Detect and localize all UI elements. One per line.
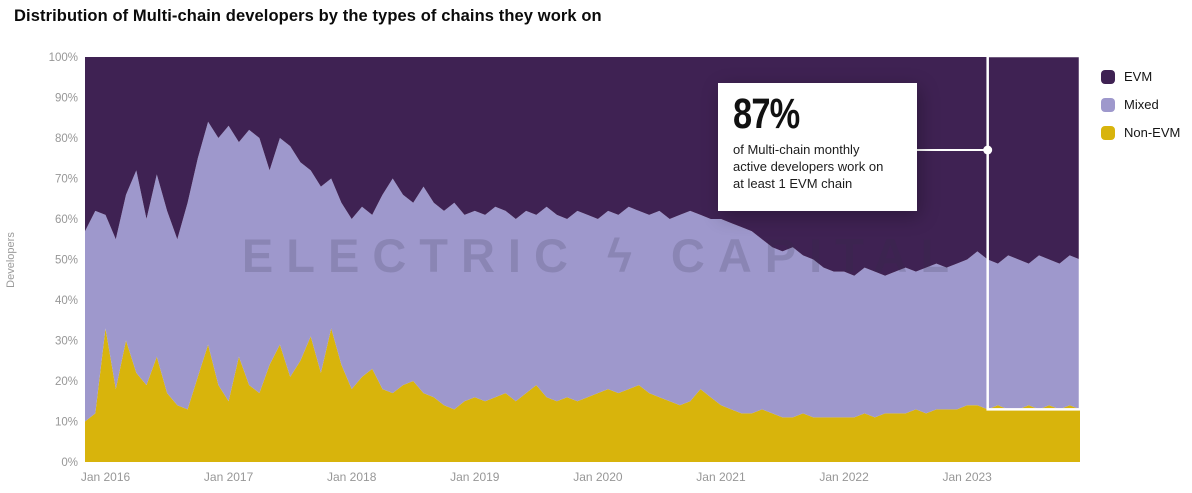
y-tick-label: 80% [55, 133, 78, 145]
y-tick-label: 60% [55, 214, 78, 226]
x-tick-label: Jan 2019 [450, 470, 500, 484]
x-tick-label: Jan 2023 [942, 470, 992, 484]
watermark: ELECTRIC ϟ CAPITAL [242, 229, 962, 282]
y-tick-label: 30% [55, 336, 78, 348]
legend-label: Mixed [1124, 97, 1159, 112]
highlight-rect [986, 54, 1082, 411]
x-tick-label: Jan 2018 [327, 470, 377, 484]
legend-item-evm[interactable]: EVM [1101, 69, 1180, 84]
highlight-group [905, 54, 1082, 411]
legend-item-non-evm[interactable]: Non-EVM [1101, 125, 1180, 140]
mixed-color-swatch [1101, 97, 1115, 112]
y-tick-label: 10% [55, 417, 78, 429]
annotation-text-line: at least 1 EVM chain [733, 176, 853, 192]
non-evm-color-swatch [1101, 125, 1115, 140]
annotation-value: 87% [733, 90, 800, 138]
y-tick-label: 0% [61, 457, 78, 469]
y-tick-label: 90% [55, 93, 78, 105]
annotation-text-line: of Multi-chain monthly [733, 142, 860, 158]
legend-label: Non-EVM [1124, 125, 1181, 140]
y-tick-label: 70% [55, 174, 78, 186]
legend: EVM Mixed Non-EVM [1101, 69, 1180, 140]
annotation-marker-dot [983, 145, 993, 155]
legend-label: EVM [1124, 69, 1153, 84]
x-tick-label: Jan 2016 [81, 470, 131, 484]
y-tick-label: 50% [55, 255, 78, 267]
area-non-evm [85, 328, 1080, 462]
area-mixed [85, 121, 1080, 422]
axis-ticks: 0% 10% 20% 30% 40% 50% 60% 70% 80% 90% 100% Jan 201… [49, 52, 993, 484]
legend-item-mixed[interactable]: Mixed [1101, 97, 1180, 112]
y-axis-title: Developers [5, 232, 17, 288]
y-tick-label: 40% [55, 295, 78, 307]
x-tick-label: Jan 2017 [204, 470, 254, 484]
chart-title: Distribution of Multi-chain developers b… [14, 7, 602, 25]
y-tick-label: 20% [55, 376, 78, 388]
y-tick-label: 100% [49, 52, 78, 64]
x-tick-label: Jan 2021 [696, 470, 746, 484]
x-tick-label: Jan 2020 [573, 470, 623, 484]
annotation-text-line: active developers work on [733, 159, 884, 175]
annotation-card: 87% of Multi-chain monthly active develo… [718, 83, 917, 211]
evm-color-swatch [1101, 69, 1115, 84]
x-tick-label: Jan 2022 [819, 470, 869, 484]
